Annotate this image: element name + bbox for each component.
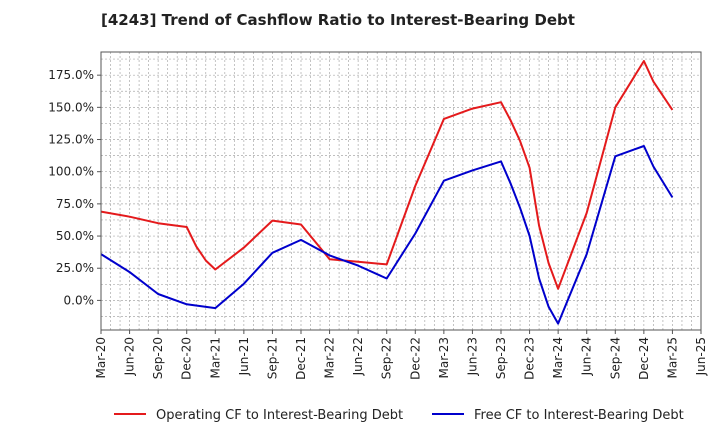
- y-tick-label: 0.0%: [64, 293, 95, 307]
- y-tick-label: 75.0%: [56, 197, 94, 211]
- x-tick-label: Sep-23: [494, 337, 508, 379]
- x-tick-label: Dec-23: [523, 337, 537, 380]
- x-tick-label: Sep-22: [380, 337, 394, 379]
- x-tick-label: Jun-21: [237, 337, 251, 376]
- x-tick-label: Dec-21: [294, 337, 308, 380]
- series-lines: [100, 60, 674, 325]
- y-axis-ticks: 0.0% 25.0% 50.0% 75.0% 100.0% 125.0% 150.0% 175…: [48, 68, 101, 307]
- y-tick-label: 50.0%: [56, 229, 94, 243]
- x-tick-label: Mar-22: [323, 337, 337, 378]
- y-tick-label: 175.0%: [48, 68, 94, 82]
- x-tick-label: Jun-22: [351, 337, 365, 376]
- series-line-1: [100, 60, 674, 290]
- x-tick-label: Sep-20: [151, 337, 165, 379]
- x-tick-label: Mar-24: [551, 337, 565, 378]
- x-tick-label: Dec-24: [637, 337, 651, 380]
- x-tick-label: Mar-21: [208, 337, 222, 378]
- y-tick-label: 25.0%: [56, 261, 94, 275]
- x-tick-label: Mar-20: [94, 337, 108, 378]
- x-tick-label: Jun-23: [465, 337, 479, 376]
- legend-label-2: Free CF to Interest-Bearing Debt: [474, 408, 684, 423]
- x-tick-label: Sep-24: [608, 337, 622, 379]
- legend-label-1: Operating CF to Interest-Bearing Debt: [156, 408, 403, 423]
- y-tick-label: 150.0%: [48, 100, 94, 114]
- x-tick-label: Sep-21: [265, 337, 279, 379]
- x-axis-ticks: Mar-20 Jun-20 Sep-20 Dec-20 Mar-21 Jun-21 Sep-…: [94, 330, 708, 380]
- x-tick-label: Dec-22: [408, 337, 422, 380]
- plot-frame: [100, 51, 702, 331]
- plot-background: [101, 52, 701, 330]
- x-tick-label: Mar-25: [665, 337, 679, 378]
- series-line-2: [100, 145, 674, 325]
- x-tick-label: Mar-23: [437, 337, 451, 378]
- chart-title: [4243] Trend of Cashflow Ratio to Intere…: [101, 11, 575, 29]
- x-tick-label: Jun-20: [123, 337, 137, 376]
- x-tick-label: Jun-24: [580, 337, 594, 376]
- legend: Operating CF to Interest-Bearing Debt Fre…: [114, 408, 684, 423]
- x-tick-label: Jun-25: [694, 337, 708, 376]
- x-tick-label: Dec-20: [180, 337, 194, 380]
- grid: [100, 52, 702, 330]
- y-tick-label: 125.0%: [48, 133, 94, 147]
- y-tick-label: 100.0%: [48, 165, 94, 179]
